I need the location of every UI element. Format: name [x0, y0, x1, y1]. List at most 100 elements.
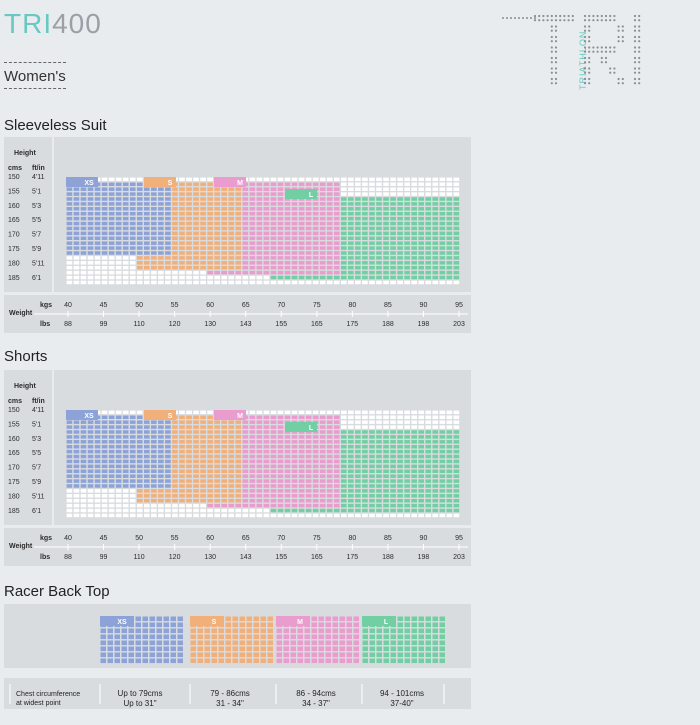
grid-cell: [186, 231, 192, 236]
grid-cell: [193, 503, 199, 508]
grid-cell: [249, 192, 256, 196]
grid-cell: [235, 280, 242, 285]
grid-cell: [418, 265, 425, 270]
grid-cell: [136, 459, 143, 464]
grid-cell: [172, 231, 178, 236]
grid-cell: [319, 207, 326, 211]
grid-cell: [432, 261, 439, 265]
grid-cell: [249, 498, 256, 503]
grid-cell: [284, 494, 291, 498]
weight-kg-tick: 60: [206, 302, 214, 309]
grid-cell: [249, 479, 256, 483]
grid-cell: [418, 256, 425, 260]
grid-cell: [284, 226, 291, 231]
grid-cell: [242, 280, 249, 285]
grid-cell: [425, 226, 432, 231]
grid-cell: [73, 464, 80, 469]
logo-dot: [609, 67, 612, 70]
grid-cell: [73, 280, 80, 285]
grid-cell: [432, 494, 439, 498]
racer-cell: [260, 622, 266, 628]
size-tag-l: [285, 189, 317, 199]
grid-cell: [158, 469, 164, 474]
grid-cell: [453, 197, 460, 201]
brand-number: 400: [52, 8, 102, 39]
grid-cell: [165, 211, 171, 216]
racer-cell: [290, 628, 296, 634]
grid-cell: [291, 221, 298, 226]
grid-cell: [284, 474, 291, 478]
grid-cell: [165, 494, 171, 498]
grid-cell: [326, 444, 333, 449]
grid-cell: [172, 197, 178, 201]
grid-cell: [207, 479, 213, 483]
height-ft-tick: 5'3: [32, 203, 41, 210]
grid-cell: [249, 513, 256, 518]
racer-cell: [190, 658, 196, 664]
grid-cell: [80, 211, 87, 216]
grid-cell: [249, 231, 256, 236]
grid-cell: [87, 261, 94, 265]
grid-cell: [263, 192, 270, 196]
grid-cell: [404, 202, 410, 206]
grid-cell: [298, 410, 305, 415]
grid-cell: [390, 425, 396, 429]
grid-cell: [242, 444, 249, 449]
grid-cell: [418, 251, 425, 255]
grid-cell: [453, 182, 460, 187]
grid-cell: [151, 435, 157, 439]
logo-dot: [638, 71, 641, 74]
grid-cell: [214, 197, 220, 201]
grid-cell: [158, 444, 164, 449]
grid-cell: [425, 280, 432, 285]
grid-cell: [432, 440, 439, 444]
racer-cell: [170, 652, 176, 658]
grid-cell: [348, 484, 354, 488]
grid-cell: [73, 270, 80, 275]
logo-dot: [638, 29, 641, 32]
grid-cell: [115, 197, 122, 201]
grid-cell: [193, 207, 199, 211]
grid-cell: [115, 226, 122, 231]
grid-cell: [200, 246, 206, 250]
grid-cell: [432, 192, 439, 196]
grid-cell: [115, 251, 122, 255]
grid-cell: [207, 440, 213, 444]
grid-cell: [383, 503, 389, 508]
grid-cell: [453, 261, 460, 265]
logo-dot: [613, 67, 616, 70]
grid-cell: [143, 440, 150, 444]
grid-cell: [376, 231, 382, 236]
grid-cell: [143, 256, 150, 260]
grid-cell: [418, 221, 425, 226]
grid-cell: [418, 494, 425, 498]
logo-dot: [554, 61, 558, 64]
grid-cell: [158, 489, 164, 493]
grid-cell: [256, 449, 263, 454]
grid-cell: [369, 420, 375, 424]
grid-cell: [404, 513, 410, 518]
grid-cell: [186, 449, 192, 454]
grid-cell: [453, 270, 460, 275]
racer-cell: [432, 628, 438, 634]
grid-cell: [249, 425, 256, 429]
grid-cell: [348, 265, 354, 270]
logo-dot: [534, 17, 536, 19]
grid-cell: [221, 498, 228, 503]
grid-cell: [446, 192, 453, 196]
grid-cell: [151, 211, 157, 216]
logo-dot: [554, 56, 558, 60]
grid-cell: [270, 474, 277, 478]
logo-dot: [609, 46, 612, 49]
grid-cell: [214, 275, 220, 280]
grid-cell: [446, 226, 453, 231]
racer-cell: [260, 616, 266, 622]
grid-cell: [284, 275, 291, 280]
grid-cell: [432, 420, 439, 424]
grid-cell: [369, 251, 375, 255]
racer-cell: [397, 634, 403, 640]
grid-cell: [312, 513, 319, 518]
grid-cell: [404, 430, 410, 434]
grid-cell: [263, 236, 270, 241]
racer-cell: [142, 628, 148, 634]
